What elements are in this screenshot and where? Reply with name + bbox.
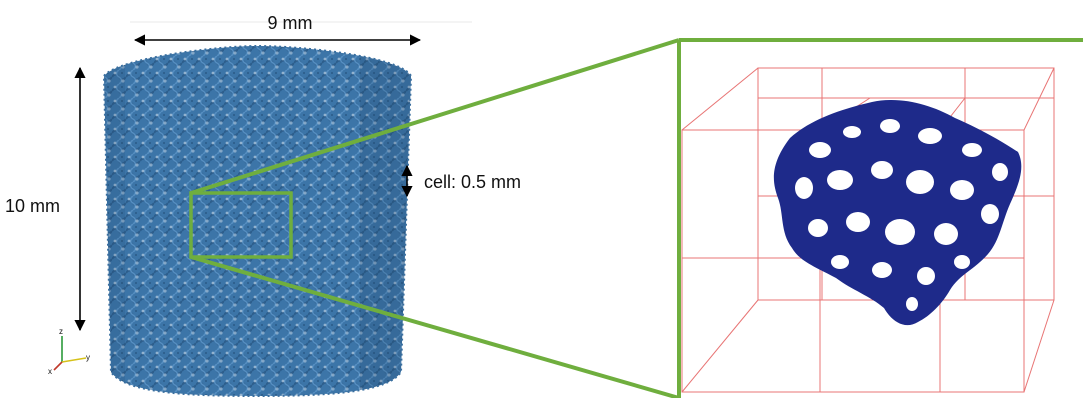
height-label: 10 mm: [5, 196, 60, 216]
width-label: 9 mm: [268, 13, 313, 33]
axis-x-label: x: [48, 367, 52, 376]
axis-y-label: y: [86, 353, 90, 362]
foam-detail-pores: [795, 119, 1008, 311]
zoom-connector-top: [190, 38, 680, 195]
foam-detail: [773, 99, 1022, 326]
foam-cylinder: [104, 46, 411, 396]
axis-z-label: z: [59, 327, 63, 336]
zoom-panel: [677, 38, 1083, 398]
axis-triad: z y x: [48, 327, 90, 376]
zoom-connector-bottom: [190, 255, 680, 398]
foam-cylinder-outline: [102, 44, 413, 398]
cell-label: cell: 0.5 mm: [424, 172, 521, 192]
highlight-box: [189, 191, 293, 259]
